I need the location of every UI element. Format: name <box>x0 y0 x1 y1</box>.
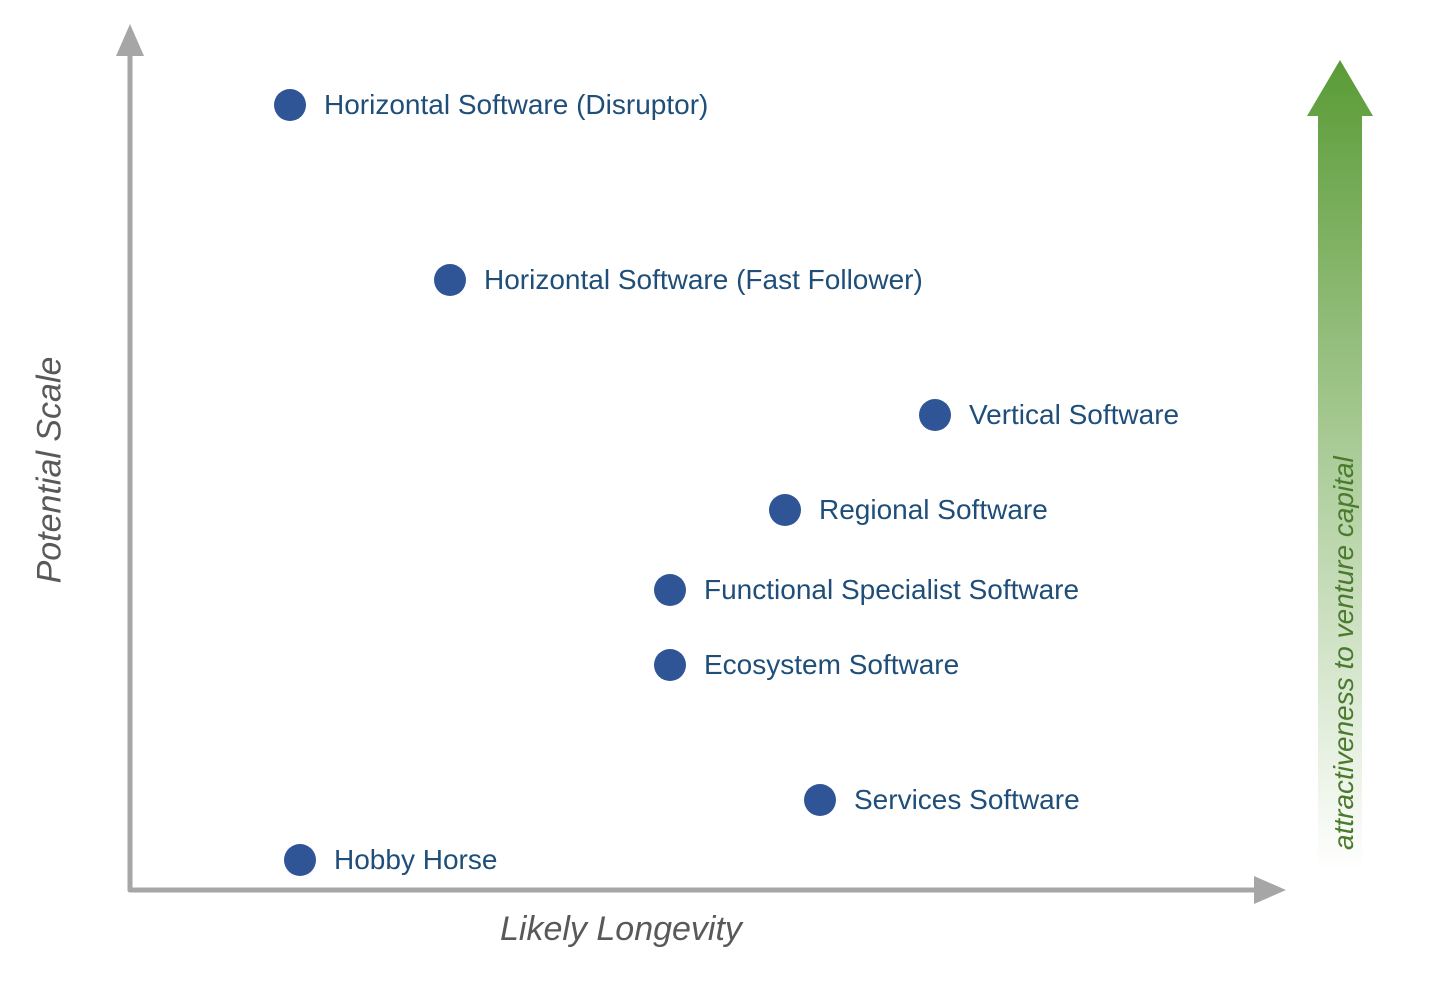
scatter-chart: Likely Longevity Potential Scale attract… <box>0 0 1456 992</box>
point-ecosystem-software: Ecosystem Software <box>670 649 959 681</box>
point-vertical-software: Vertical Software <box>935 399 1179 431</box>
dot-icon <box>274 89 306 121</box>
dot-icon <box>284 844 316 876</box>
dot-icon <box>654 649 686 681</box>
dot-icon <box>769 494 801 526</box>
point-functional-specialist: Functional Specialist Software <box>670 574 1079 606</box>
point-label: Vertical Software <box>969 399 1179 431</box>
point-regional-software: Regional Software <box>785 494 1048 526</box>
dot-icon <box>804 784 836 816</box>
x-axis-label: Likely Longevity <box>500 910 742 949</box>
point-services-software: Services Software <box>820 784 1080 816</box>
dot-icon <box>919 399 951 431</box>
point-label: Regional Software <box>819 494 1048 526</box>
point-horizontal-fast-follower: Horizontal Software (Fast Follower) <box>450 264 923 296</box>
dot-icon <box>434 264 466 296</box>
attractiveness-label: attractiveness to venture capital <box>1328 136 1360 850</box>
y-axis-label: Potential Scale <box>31 357 70 584</box>
dot-icon <box>654 574 686 606</box>
point-label: Horizontal Software (Disruptor) <box>324 89 708 121</box>
point-label: Ecosystem Software <box>704 649 959 681</box>
point-hobby-horse: Hobby Horse <box>300 844 497 876</box>
point-label: Functional Specialist Software <box>704 574 1079 606</box>
point-label: Hobby Horse <box>334 844 497 876</box>
point-label: Horizontal Software (Fast Follower) <box>484 264 923 296</box>
point-label: Services Software <box>854 784 1080 816</box>
point-horizontal-disruptor: Horizontal Software (Disruptor) <box>290 89 708 121</box>
axes <box>0 0 1456 992</box>
